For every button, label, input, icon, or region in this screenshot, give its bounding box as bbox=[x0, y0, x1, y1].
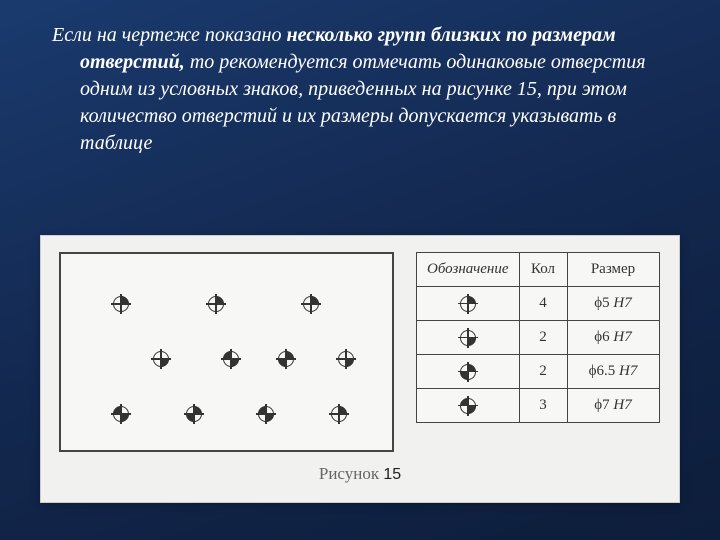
table-row: 2ϕ6.5 H7 bbox=[417, 355, 660, 389]
table-row: 4ϕ5 H7 bbox=[417, 287, 660, 321]
hole-drawing bbox=[59, 252, 394, 452]
caption-num: 15 bbox=[383, 466, 401, 483]
hole-mark-icon bbox=[301, 294, 321, 314]
cell-size: ϕ6.5 H7 bbox=[567, 355, 659, 389]
figure-caption: Рисунок 15 bbox=[59, 464, 661, 484]
caption-label: Рисунок bbox=[319, 464, 383, 483]
cell-count: 2 bbox=[519, 321, 567, 355]
hole-mark-icon bbox=[151, 349, 171, 369]
cell-symbol bbox=[417, 321, 520, 355]
table-row: 3ϕ7 H7 bbox=[417, 389, 660, 423]
cell-symbol bbox=[417, 287, 520, 321]
text-pre: Если на чертеже показано bbox=[52, 24, 287, 46]
cell-count: 2 bbox=[519, 355, 567, 389]
figure-panel: Обозначение Кол Размер 4ϕ5 H72ϕ6 H72ϕ6.5… bbox=[40, 235, 680, 503]
hole-mark-icon bbox=[184, 404, 204, 424]
th-size: Размер bbox=[567, 253, 659, 287]
hole-mark-icon bbox=[256, 404, 276, 424]
cell-count: 4 bbox=[519, 287, 567, 321]
paragraph: Если на чертеже показано несколько групп… bbox=[28, 0, 720, 157]
cell-size: ϕ7 H7 bbox=[567, 389, 659, 423]
hole-mark-icon bbox=[458, 396, 478, 416]
cell-size: ϕ5 H7 bbox=[567, 287, 659, 321]
hole-mark-icon bbox=[458, 362, 478, 382]
hole-mark-icon bbox=[206, 294, 226, 314]
cell-symbol bbox=[417, 389, 520, 423]
cell-symbol bbox=[417, 355, 520, 389]
hole-mark-icon bbox=[111, 404, 131, 424]
hole-mark-icon bbox=[336, 349, 356, 369]
hole-mark-icon bbox=[458, 328, 478, 348]
hole-mark-icon bbox=[276, 349, 296, 369]
cell-size: ϕ6 H7 bbox=[567, 321, 659, 355]
th-symbol: Обозначение bbox=[417, 253, 520, 287]
hole-table: Обозначение Кол Размер 4ϕ5 H72ϕ6 H72ϕ6.5… bbox=[416, 252, 660, 423]
table-row: 2ϕ6 H7 bbox=[417, 321, 660, 355]
hole-mark-icon bbox=[111, 294, 131, 314]
table-header-row: Обозначение Кол Размер bbox=[417, 253, 660, 287]
th-count: Кол bbox=[519, 253, 567, 287]
cell-count: 3 bbox=[519, 389, 567, 423]
hole-mark-icon bbox=[458, 294, 478, 314]
hole-mark-icon bbox=[329, 404, 349, 424]
hole-mark-icon bbox=[221, 349, 241, 369]
